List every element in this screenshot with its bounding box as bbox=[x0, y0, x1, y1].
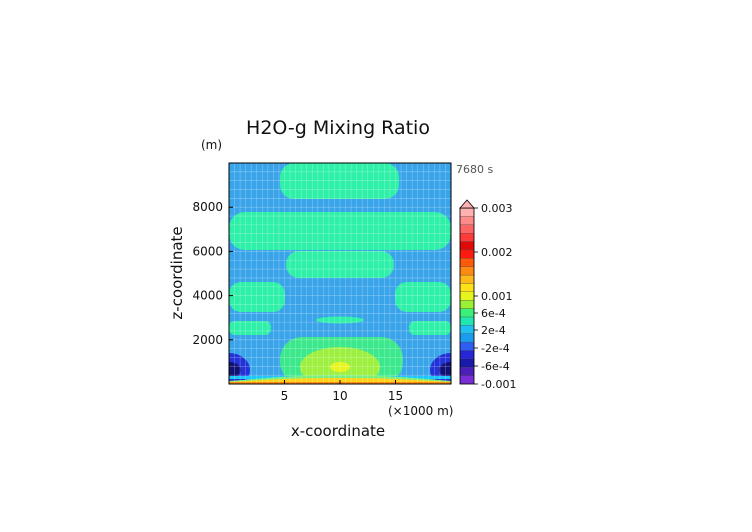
colorbar-swatch bbox=[459, 291, 475, 301]
colorbar-swatch bbox=[459, 300, 475, 309]
colorbar-swatch bbox=[459, 241, 475, 251]
colorbar-swatch bbox=[459, 266, 475, 276]
colorbar-swatch bbox=[459, 367, 475, 376]
colorbar-swatch bbox=[459, 375, 475, 385]
colorbar-label: 0.003 bbox=[481, 202, 513, 215]
dry-core-right bbox=[439, 362, 451, 378]
moist-patch-left-4000m bbox=[229, 282, 285, 312]
y-tick-label: 6000 bbox=[192, 244, 223, 258]
plume-center bbox=[330, 362, 350, 372]
y-unit-label: (m) bbox=[201, 138, 222, 152]
y-axis-label: z-coordinate bbox=[168, 226, 186, 319]
colorbar-swatch bbox=[459, 249, 475, 259]
colorbar-swatch bbox=[459, 274, 475, 284]
colorbar-swatch bbox=[459, 333, 475, 343]
moist-region-upper bbox=[280, 163, 399, 199]
colorbar-overflow-arrow bbox=[459, 199, 475, 209]
moist-band-5600m bbox=[286, 251, 394, 278]
x-unit-label: (×1000 m) bbox=[388, 404, 453, 418]
x-axis: 5 10 15 bbox=[281, 380, 403, 403]
colorbar-label: -6e-4 bbox=[481, 360, 510, 373]
moist-patch-left-2500m bbox=[229, 321, 271, 335]
colorbar-label: -2e-4 bbox=[481, 342, 510, 355]
x-axis-label: x-coordinate bbox=[291, 422, 385, 440]
colorbar-swatch bbox=[459, 341, 475, 351]
colorbar-swatch bbox=[459, 350, 475, 360]
moist-patch-right-4000m bbox=[395, 282, 451, 312]
plot-area bbox=[229, 163, 451, 384]
y-tick-label: 2000 bbox=[192, 333, 223, 347]
colorbar-label: 2e-4 bbox=[481, 324, 506, 337]
colorbar-swatch bbox=[459, 308, 475, 318]
colorbar-label: 6e-4 bbox=[481, 307, 506, 320]
x-tick-label: 5 bbox=[281, 389, 289, 403]
dry-core-left bbox=[229, 362, 241, 378]
colorbar-swatch bbox=[459, 224, 475, 234]
colorbar-swatch bbox=[459, 207, 475, 217]
y-tick-label: 4000 bbox=[192, 289, 223, 303]
colorbar-swatch bbox=[459, 283, 475, 292]
moist-streak-center bbox=[316, 316, 364, 324]
colorbar: 0.003 0.002 0.001 6e-4 2e-4 -2e-4 -6e-4 -0.001 bbox=[459, 199, 516, 391]
colorbar-label: 0.002 bbox=[481, 246, 513, 259]
moist-band-7000m bbox=[229, 212, 451, 250]
y-tick-label: 8000 bbox=[192, 200, 223, 214]
chart-title: H2O-g Mixing Ratio bbox=[246, 117, 430, 139]
colorbar-swatch bbox=[459, 316, 475, 326]
time-label: 7680 s bbox=[456, 163, 493, 176]
colorbar-swatch bbox=[459, 325, 475, 334]
x-tick-label: 15 bbox=[388, 389, 403, 403]
colorbar-label: 0.001 bbox=[481, 290, 513, 303]
y-axis: 2000 4000 6000 8000 bbox=[192, 200, 233, 347]
grid-lines bbox=[229, 163, 451, 384]
moist-patch-right-2500m bbox=[409, 321, 451, 335]
colorbar-label: -0.001 bbox=[481, 378, 516, 391]
x-tick-label: 10 bbox=[332, 389, 347, 403]
colorbar-swatch bbox=[459, 232, 475, 242]
colorbar-swatch bbox=[459, 216, 475, 225]
colorbar-swatch bbox=[459, 258, 475, 267]
field-contours bbox=[229, 163, 451, 384]
colorbar-swatch bbox=[459, 358, 475, 368]
